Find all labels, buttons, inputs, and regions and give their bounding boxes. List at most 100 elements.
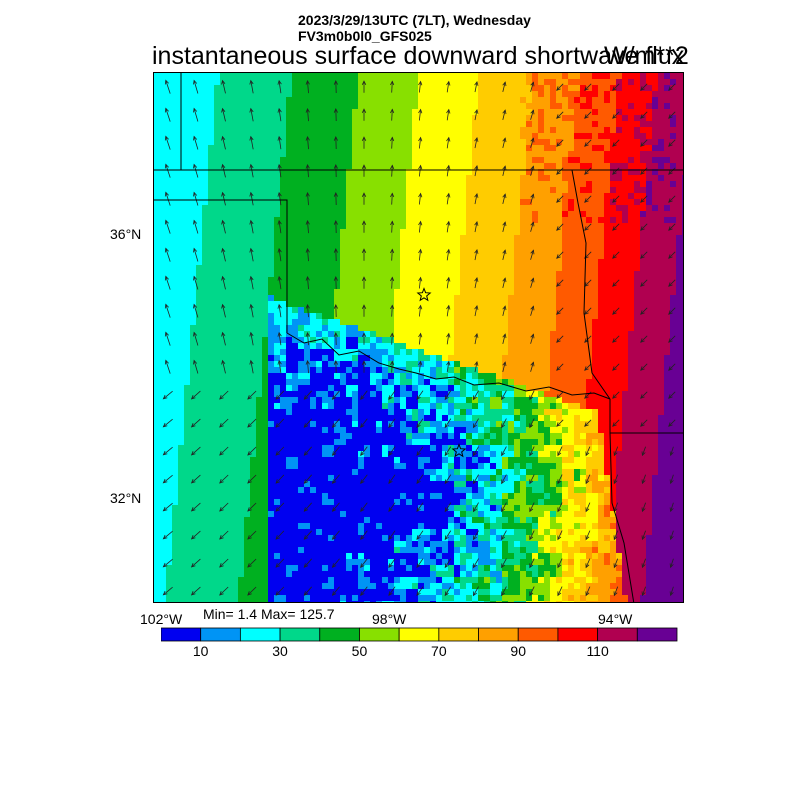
field-cell <box>370 307 376 313</box>
field-cell <box>658 319 664 325</box>
field-cell <box>544 385 550 391</box>
field-cell <box>370 79 376 85</box>
field-cell <box>424 283 430 289</box>
field-cell <box>334 121 340 127</box>
field-cell <box>358 361 364 367</box>
field-cell <box>208 217 214 223</box>
field-cell <box>550 79 556 85</box>
field-cell <box>310 223 316 229</box>
field-cell <box>172 391 178 397</box>
field-cell <box>478 277 484 283</box>
field-cell <box>550 223 556 229</box>
field-cell <box>532 91 538 97</box>
field-cell <box>514 379 520 385</box>
field-cell <box>580 307 586 313</box>
field-cell <box>490 79 496 85</box>
field-cell <box>346 79 352 85</box>
field-cell <box>358 235 364 241</box>
field-cell <box>646 283 652 289</box>
field-cell <box>670 349 676 355</box>
field-cell <box>436 151 442 157</box>
field-cell <box>568 283 574 289</box>
field-cell <box>220 283 226 289</box>
field-cell <box>172 121 178 127</box>
field-cell <box>208 97 214 103</box>
field-cell <box>676 301 682 307</box>
field-cell <box>430 217 436 223</box>
field-cell <box>298 181 304 187</box>
field-cell <box>478 163 484 169</box>
field-cell <box>244 235 250 241</box>
field-cell <box>490 289 496 295</box>
field-cell <box>256 319 262 325</box>
field-cell <box>478 265 484 271</box>
field-cell <box>526 283 532 289</box>
field-cell <box>508 373 514 379</box>
field-cell <box>394 217 400 223</box>
field-cell <box>526 193 532 199</box>
field-cell <box>628 331 634 337</box>
field-cell <box>496 193 502 199</box>
field-cell <box>454 145 460 151</box>
field-cell <box>466 301 472 307</box>
field-cell <box>346 145 352 151</box>
field-cell <box>232 205 238 211</box>
field-cell <box>298 403 304 409</box>
field-cell <box>346 331 352 337</box>
field-cell <box>484 361 490 367</box>
field-cell <box>304 325 310 331</box>
field-cell <box>550 391 556 397</box>
field-cell <box>262 73 268 79</box>
field-cell <box>184 73 190 79</box>
field-cell <box>418 325 424 331</box>
field-cell <box>658 121 664 127</box>
field-cell <box>172 97 178 103</box>
field-cell <box>196 343 202 349</box>
field-cell <box>478 199 484 205</box>
field-cell <box>532 175 538 181</box>
field-cell <box>322 349 328 355</box>
field-cell <box>190 217 196 223</box>
field-cell <box>280 193 286 199</box>
field-cell <box>454 151 460 157</box>
field-cell <box>298 217 304 223</box>
field-cell <box>580 385 586 391</box>
field-cell <box>658 331 664 337</box>
field-cell <box>532 169 538 175</box>
field-cell <box>604 127 610 133</box>
field-cell <box>388 163 394 169</box>
field-cell <box>598 337 604 343</box>
field-cell <box>454 313 460 319</box>
field-cell <box>394 325 400 331</box>
field-cell <box>346 175 352 181</box>
field-cell <box>340 295 346 301</box>
field-cell <box>670 103 676 109</box>
field-cell <box>280 265 286 271</box>
field-cell <box>418 307 424 313</box>
field-cell <box>586 289 592 295</box>
field-cell <box>328 385 334 391</box>
field-cell <box>154 325 160 331</box>
field-cell <box>454 289 460 295</box>
field-cell <box>604 277 610 283</box>
field-cell <box>460 79 466 85</box>
field-cell <box>562 283 568 289</box>
field-cell <box>292 103 298 109</box>
field-cell <box>454 193 460 199</box>
field-cell <box>640 235 646 241</box>
field-cell <box>400 133 406 139</box>
field-cell <box>196 175 202 181</box>
field-cell <box>568 271 574 277</box>
field-cell <box>280 361 286 367</box>
field-cell <box>490 85 496 91</box>
field-cell <box>256 109 262 115</box>
field-cell <box>250 85 256 91</box>
field-cell <box>640 205 646 211</box>
field-cell <box>208 283 214 289</box>
field-cell <box>292 397 298 403</box>
field-cell <box>256 253 262 259</box>
field-cell <box>676 343 682 349</box>
field-cell <box>178 283 184 289</box>
field-cell <box>202 73 208 79</box>
field-cell <box>328 253 334 259</box>
